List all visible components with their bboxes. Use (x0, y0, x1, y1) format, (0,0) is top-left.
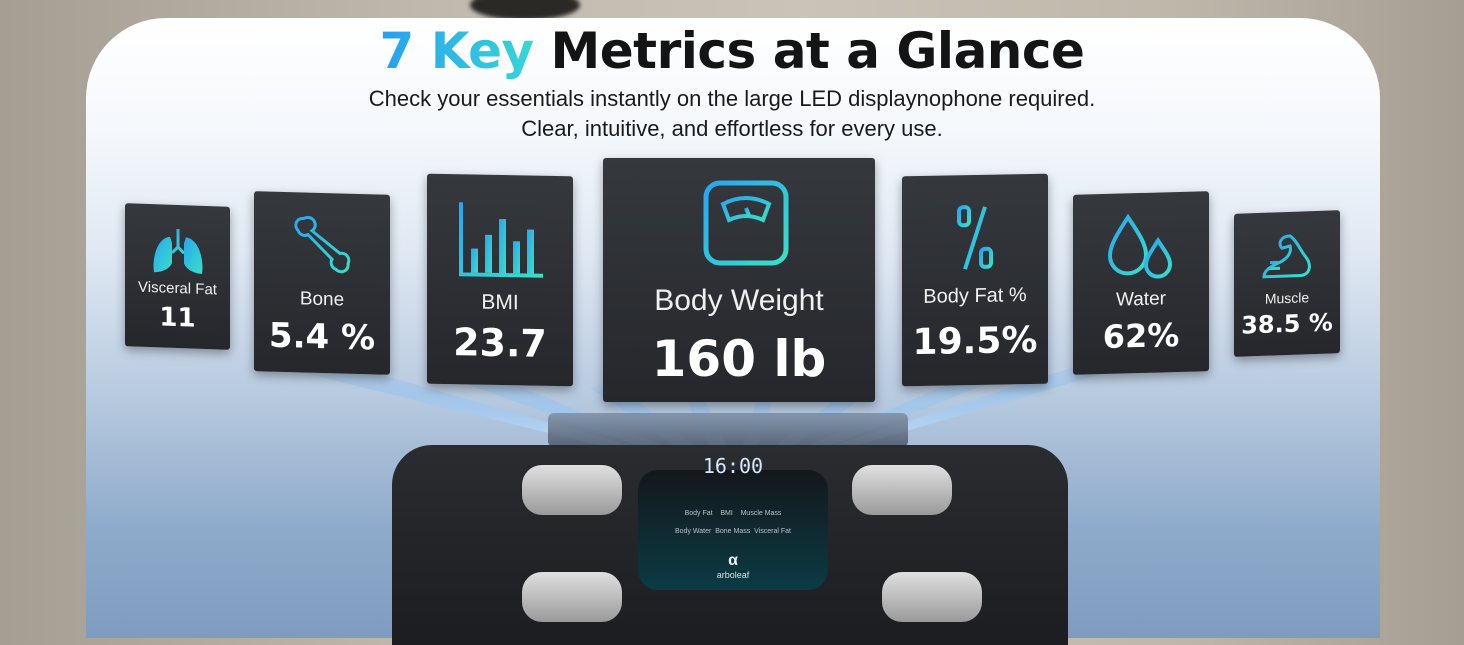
background-shadow (470, 0, 580, 20)
electrode-pad-top-left (522, 465, 622, 515)
bone-icon (294, 215, 351, 274)
metric-label: BMI (481, 290, 519, 315)
metric-card-visceral-fat: Visceral Fat 11 (125, 203, 230, 350)
metric-card-bmi: BMI 23.7 (427, 173, 573, 387)
metric-value: 5.4 % (268, 315, 376, 359)
flexed-arm-icon (1262, 234, 1311, 279)
display-row-1: Body Fat BMI Muscle Mass (638, 510, 828, 517)
display-label: Bone Mass (715, 528, 751, 535)
metric-card-bone: Bone 5.4 % (254, 191, 390, 375)
scale-icon (703, 180, 789, 266)
metric-card-body-weight: Body Weight 160 lb (603, 158, 875, 402)
subtitle-line-2: Clear, intuitive, and effortless for eve… (521, 116, 943, 141)
metric-card-water: Water 62% (1073, 191, 1209, 375)
metric-value: 19.5% (912, 319, 1038, 364)
subtitle-line-1: Check your essentials instantly on the l… (368, 86, 1096, 111)
display-label: BMI (720, 510, 733, 517)
lungs-icon (153, 228, 203, 274)
brand-name: arboleaf (716, 570, 750, 580)
metric-label: Visceral Fat (138, 278, 217, 299)
display-reading: 16:00 (702, 454, 764, 478)
display-label: Body Water (675, 528, 712, 535)
metric-value: 11 (159, 302, 196, 334)
metric-value: 38.5 % (1241, 308, 1333, 340)
metric-card-body-fat: Body Fat % 19.5% (902, 173, 1048, 387)
title-rest: Metrics at a Glance (533, 22, 1085, 80)
scale-handle-plate (548, 413, 908, 447)
metric-label: Water (1116, 288, 1166, 311)
metric-value: 23.7 (453, 320, 547, 366)
electrode-pad-bottom-right (882, 572, 982, 622)
brand-logo-icon: α (728, 552, 738, 569)
display-label: Visceral Fat (754, 528, 791, 535)
scale-led-display: 16:00 Body Fat BMI Muscle Mass Body Wate… (638, 454, 828, 590)
display-label: Body Fat (684, 510, 713, 517)
water-drops-icon (1107, 213, 1173, 279)
metric-value: 62% (1102, 315, 1180, 357)
metric-label: Bone (299, 288, 345, 311)
title-accent: 7 Key (379, 22, 535, 80)
display-label: Muscle Mass (740, 510, 782, 517)
metric-label: Body Fat % (923, 284, 1027, 308)
metric-card-muscle: Muscle 38.5 % (1234, 210, 1340, 357)
electrode-pad-bottom-left (522, 572, 622, 622)
display-row-2: Body Water Bone Mass Visceral Fat (638, 528, 828, 535)
metric-label: Body Weight (654, 284, 824, 317)
electrode-pad-top-right (852, 465, 952, 515)
metric-label: Muscle (1264, 289, 1310, 307)
page-title: 7 Key Metrics at a Glance (0, 22, 1464, 80)
metric-value: 160 lb (651, 330, 827, 388)
percent-icon (957, 205, 993, 270)
bar-chart-icon (459, 202, 543, 278)
